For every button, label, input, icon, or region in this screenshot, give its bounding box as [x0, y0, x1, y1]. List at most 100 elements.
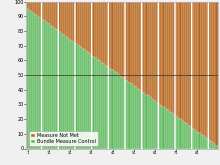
Bar	[213, 144, 215, 148]
Bar	[184, 2, 186, 123]
Bar	[141, 92, 143, 148]
Bar	[71, 41, 73, 148]
Bar	[177, 2, 179, 118]
Bar	[148, 2, 150, 97]
Bar	[75, 2, 77, 44]
Bar	[156, 103, 158, 148]
Bar	[97, 2, 99, 60]
Bar	[37, 2, 39, 17]
Bar	[97, 60, 99, 148]
Bar	[92, 57, 95, 148]
Bar	[124, 2, 126, 80]
Bar	[186, 124, 188, 148]
Bar	[61, 2, 63, 33]
Bar	[188, 126, 190, 148]
Bar	[190, 127, 192, 148]
Bar	[175, 116, 177, 148]
Bar	[128, 2, 131, 83]
Bar	[131, 84, 133, 148]
Bar	[69, 2, 71, 40]
Bar	[145, 95, 148, 148]
Bar	[50, 2, 52, 26]
Bar	[133, 86, 135, 148]
Bar	[84, 50, 86, 149]
Bar	[215, 146, 218, 148]
Bar	[56, 2, 59, 31]
Bar	[44, 21, 46, 148]
Bar	[139, 2, 141, 90]
Bar	[27, 2, 29, 9]
Bar	[107, 2, 109, 67]
Bar	[196, 2, 198, 132]
Bar	[67, 2, 69, 38]
Bar	[120, 77, 122, 148]
Bar	[203, 136, 205, 148]
Bar	[141, 2, 143, 92]
Bar	[154, 2, 156, 101]
Bar	[126, 2, 128, 81]
Bar	[128, 83, 131, 148]
Bar	[177, 118, 179, 148]
Bar	[122, 78, 124, 148]
Bar	[80, 2, 82, 47]
Bar	[201, 2, 203, 135]
Bar	[160, 2, 162, 106]
Bar	[103, 2, 105, 64]
Bar	[184, 123, 186, 148]
Bar	[139, 90, 141, 148]
Bar	[86, 52, 88, 148]
Bar	[31, 2, 33, 12]
Bar	[215, 2, 218, 146]
Bar	[169, 2, 171, 112]
Bar	[61, 33, 63, 148]
Bar	[105, 66, 107, 148]
Bar	[154, 101, 156, 148]
Bar	[46, 2, 48, 23]
Bar	[80, 47, 82, 148]
Bar	[137, 89, 139, 148]
Bar	[160, 106, 162, 148]
Bar	[205, 138, 207, 148]
Bar	[112, 70, 114, 148]
Bar	[105, 2, 107, 66]
Bar	[196, 132, 198, 148]
Bar	[77, 46, 80, 148]
Bar	[65, 2, 67, 37]
Bar	[198, 2, 201, 133]
Bar	[116, 2, 118, 73]
Bar	[192, 2, 194, 129]
Bar	[133, 2, 135, 86]
Bar	[162, 2, 165, 107]
Bar	[143, 93, 145, 148]
Bar	[90, 2, 92, 55]
Bar	[135, 2, 137, 87]
Bar	[162, 107, 165, 148]
Bar	[156, 2, 158, 103]
Bar	[33, 2, 35, 14]
Bar	[198, 133, 201, 149]
Bar	[131, 2, 133, 84]
Bar	[109, 2, 112, 69]
Bar	[54, 29, 56, 148]
Bar	[95, 58, 97, 148]
Bar	[120, 2, 122, 77]
Legend: Measure Not Met, Bundle Measure Control: Measure Not Met, Bundle Measure Control	[29, 132, 98, 146]
Bar	[39, 2, 41, 18]
Bar	[213, 2, 215, 144]
Bar	[167, 110, 169, 148]
Bar	[82, 2, 84, 49]
Bar	[171, 113, 173, 148]
Bar	[203, 2, 205, 136]
Bar	[209, 141, 211, 148]
Bar	[148, 97, 150, 148]
Bar	[122, 2, 124, 78]
Bar	[33, 14, 35, 148]
Bar	[73, 2, 75, 43]
Bar	[209, 2, 211, 141]
Bar	[63, 35, 65, 148]
Bar	[143, 2, 145, 93]
Bar	[65, 37, 67, 148]
Bar	[59, 2, 61, 32]
Bar	[118, 75, 120, 148]
Bar	[44, 2, 46, 21]
